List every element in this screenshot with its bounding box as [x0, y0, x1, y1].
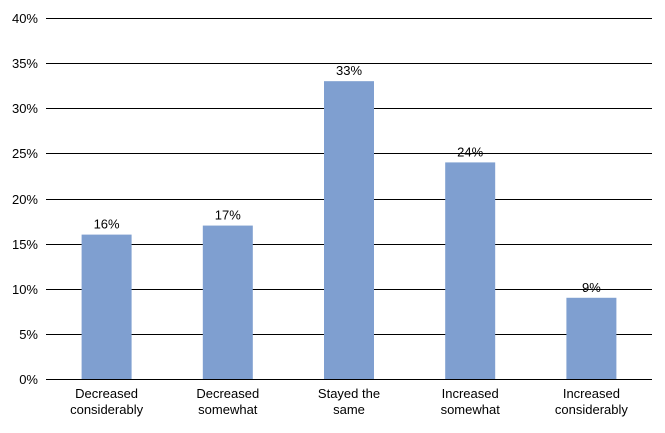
category-label: considerably — [555, 402, 628, 417]
category-label: somewhat — [198, 402, 258, 417]
y-tick-label: 25% — [12, 146, 38, 161]
y-tick-label: 20% — [12, 192, 38, 207]
bar — [445, 162, 496, 379]
category-label: same — [333, 402, 365, 417]
data-labels: 16% 17% 33% 24% 9% — [94, 63, 602, 295]
category-label: Increased — [563, 386, 620, 401]
x-axis-category-labels: DecreasedconsiderablyDecreasedsomewhatSt… — [70, 386, 628, 417]
category-label: somewhat — [441, 402, 501, 417]
data-label: 9% — [582, 280, 601, 295]
data-label: 24% — [457, 144, 483, 159]
bar — [81, 234, 132, 379]
category-label: Decreased — [196, 386, 259, 401]
bar — [324, 81, 374, 380]
data-label: 16% — [94, 217, 120, 232]
data-label: 17% — [215, 208, 241, 223]
y-tick-label: 40% — [12, 11, 38, 26]
y-tick-label: 0% — [19, 372, 38, 387]
category-label: Decreased — [75, 386, 138, 401]
y-tick-label: 10% — [12, 282, 38, 297]
y-tick-label: 30% — [12, 101, 38, 116]
y-tick-label: 15% — [12, 237, 38, 252]
data-label: 33% — [336, 63, 362, 78]
category-label: considerably — [70, 402, 143, 417]
y-tick-label: 35% — [12, 56, 38, 71]
y-axis-tick-labels: 0% 5% 10% 15% 20% 25% 30% 35% 40% — [12, 11, 38, 387]
category-label: Stayed the — [318, 386, 380, 401]
category-label: Increased — [442, 386, 499, 401]
bar — [202, 225, 253, 379]
bars — [81, 81, 617, 380]
bar — [566, 297, 617, 379]
y-tick-label: 5% — [19, 327, 38, 342]
